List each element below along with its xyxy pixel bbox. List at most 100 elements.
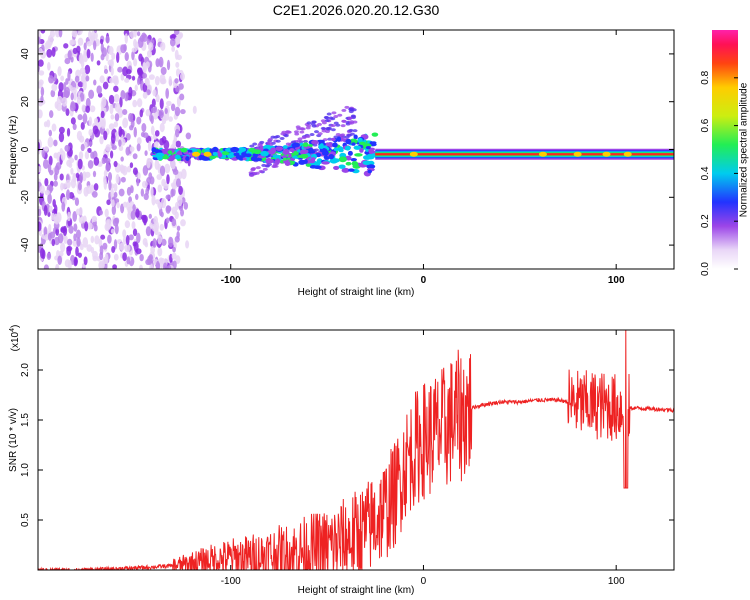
noise-blob [67,238,73,246]
colorbar-tick-label: 0.2 [700,214,711,228]
noise-blob [171,46,176,52]
noise-blob [146,157,151,169]
noise-blob [79,172,84,184]
noise-blob [181,197,186,204]
streak-blob [303,139,309,143]
noise-blob [159,98,164,110]
noise-blob [124,244,131,253]
band-blob [176,151,184,156]
noise-blob [180,219,186,227]
band-blob [330,137,336,142]
streak-blob [306,121,312,125]
noise-blob [119,242,125,251]
noise-blob [108,123,115,130]
band-blob [331,158,340,163]
noise-blob [151,194,156,206]
band-blob [300,149,309,155]
noise-blob [146,50,153,58]
noise-blob [50,89,56,98]
band-blob [347,150,353,156]
noise-blob [142,91,148,99]
noise-blob [90,246,95,254]
noise-blob [92,255,98,262]
noise-blob [142,238,148,246]
noise-blob [158,257,164,264]
colorbar-tick-label: 0.6 [700,118,711,132]
spectrogram-panel: -100 0 100 -40 -20 0 20 40 Height of straight … [8,29,675,298]
band-blob [265,159,274,164]
noise-blob [51,238,56,247]
noise-blob [141,32,147,39]
streak-blob [254,171,260,175]
band-blob [371,141,377,145]
hot-spot [623,151,632,157]
noise-blob [43,204,48,216]
noise-blob [39,247,45,259]
streak-blob [299,130,305,134]
streak-blob [285,130,291,134]
noise-blob [160,41,166,51]
noise-blob [48,155,53,166]
noise-blob [120,90,126,100]
band-blob [336,136,342,142]
snr-y-ticks: 0.5 1.0 1.5 2.0 [20,363,674,527]
noise-blob [100,119,106,129]
streak-blob [352,129,358,133]
noise-blob [65,78,69,85]
noise-blob [137,37,144,49]
noise-blob [132,228,138,237]
noise-blob [65,108,70,117]
band-blob [274,159,280,164]
noise-blob [137,172,141,180]
noise-blob [183,201,189,210]
y-tick-label: 40 [20,48,31,60]
noise-blob [142,132,149,139]
noise-blob [51,83,58,92]
noise-blob [145,226,152,237]
noise-blob [38,221,42,232]
band-blob [227,152,235,159]
band-blob [349,138,358,145]
snr-x-label: Height of straight line (km) [298,585,415,596]
noise-blob [125,133,131,141]
noise-blob [112,264,117,269]
x-tick-label: 0 [421,275,427,286]
noise-blob [110,133,116,144]
noise-blob [82,113,88,124]
noise-blob [157,247,163,257]
noise-blob [161,238,167,246]
noise-blob [113,160,118,168]
streak-blob [320,126,326,130]
noise-blob [169,38,176,47]
noise-blob [168,236,174,248]
noise-blob [132,153,138,160]
streak-blob [330,128,336,132]
noise-blob [125,68,132,75]
band-blob [260,150,269,157]
noise-blob [165,217,170,224]
band-blob [281,155,287,159]
noise-blob [133,58,138,67]
streak-blob [275,139,281,143]
snr-plot-area [38,330,674,570]
streak-blob [255,166,261,170]
noise-blob [47,232,52,241]
noise-blob [131,50,135,61]
noise-blob [47,193,52,205]
noise-blob [77,252,82,258]
noise-blob [171,218,177,227]
noise-blob [101,156,106,165]
noise-blob [132,167,138,176]
streak-blob [347,116,353,120]
noise-blob [38,36,41,45]
colorbar-ticks: 0.0 0.2 0.4 0.6 0.8 [700,70,738,276]
noise-blob [143,193,149,201]
noise-blob [156,173,163,181]
noise-blob [67,211,71,222]
band-blob [282,149,290,156]
band-blob [201,157,211,161]
streak-blob [350,114,356,118]
streak-blob [344,105,350,109]
noise-blob [169,34,176,40]
